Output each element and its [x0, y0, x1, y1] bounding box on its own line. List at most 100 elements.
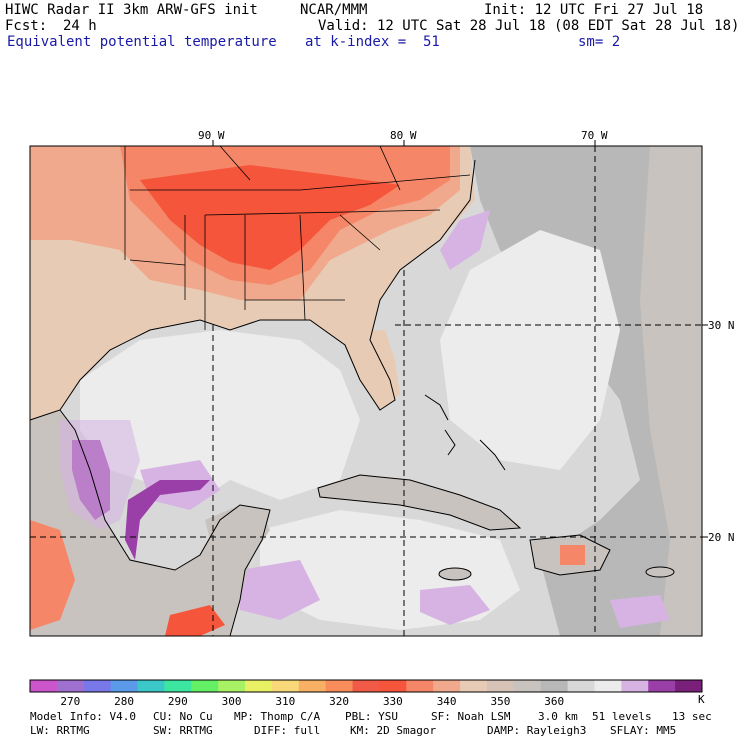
- surface-layer-scheme: SFLAY: MM5: [610, 724, 677, 737]
- damping-setting: DAMP: Rayleigh3: [487, 724, 587, 737]
- jamaica-coastline: [438, 567, 472, 581]
- lon-label-90w: 90 W: [198, 129, 225, 142]
- organization-label: NCAR/MMM: [300, 2, 368, 18]
- colorbar-swatch: [379, 680, 407, 692]
- colorbar-swatch: [164, 680, 192, 692]
- colorbar-swatch: [137, 680, 165, 692]
- shortwave-scheme: SW: RRTMG: [153, 724, 213, 737]
- colorbar-swatch: [110, 680, 139, 692]
- texas-lilac-halo: [60, 420, 140, 530]
- cumulus-scheme: CU: No Cu: [153, 710, 213, 723]
- grid-spacing: 3.0 km: [538, 710, 578, 723]
- lilac-patch-atlantic: [440, 210, 490, 270]
- gulf-coastline: [29, 159, 476, 421]
- lilac-patch-south: [420, 585, 490, 625]
- surface-scheme: SF: Noah LSM: [431, 710, 511, 723]
- jamaica-land: [439, 568, 471, 580]
- diffusion-setting: DIFF: full: [254, 724, 321, 737]
- state-border-13: [379, 145, 401, 191]
- state-borders: [124, 145, 471, 330]
- mexico-warm: [30, 520, 75, 630]
- bahamas-coastline-1: [424, 394, 449, 421]
- colorbar-unit: K: [698, 693, 705, 706]
- state-border-6: [299, 214, 306, 321]
- colorbar-swatch: [540, 680, 569, 692]
- bahamas-coastline-2: [444, 429, 456, 456]
- longwave-scheme: LW: RRTMG: [30, 724, 90, 737]
- state-border-7: [204, 209, 441, 216]
- colorbar-swatch: [594, 680, 622, 692]
- colorbar-swatch: [325, 680, 354, 692]
- smoothing-value: sm= 2: [578, 34, 621, 50]
- lilac-patch-caribbean: [240, 560, 320, 620]
- atlantic-light-region: [440, 230, 620, 470]
- lilac-patch-east: [610, 595, 670, 628]
- colorbar-swatch: [191, 680, 219, 692]
- colorbar-tick-label: 330: [383, 695, 403, 708]
- lat-label-20n: 20 N: [708, 531, 735, 544]
- colorbar-tick-label: 300: [222, 695, 242, 708]
- colorbar-tick-label: 360: [544, 695, 564, 708]
- far-east-tan-region: [640, 146, 702, 636]
- colorbar-tick-label: 270: [60, 695, 80, 708]
- graticule: [30, 146, 702, 636]
- colorbar-swatch: [567, 680, 595, 692]
- colorbar-swatch: [621, 680, 649, 692]
- map-field: [30, 146, 702, 636]
- colorbar-swatch: [218, 680, 246, 692]
- model-info: Model Info: V4.0: [30, 710, 136, 723]
- state-border-9: [129, 259, 186, 266]
- forecast-hour: 24 h: [63, 18, 97, 34]
- colorbar-swatch: [352, 680, 380, 692]
- colorbar-swatch: [83, 680, 112, 692]
- color-bar: 270 280 290 300 310 320 330 340 350 360: [29, 679, 703, 708]
- colorbar-swatch: [675, 680, 703, 692]
- state-border-12: [219, 145, 251, 181]
- coastlines: [29, 159, 675, 637]
- init-time: Init: 12 UTC Fri 27 Jul 18: [484, 2, 704, 18]
- puerto-rico-coastline: [645, 566, 675, 578]
- lon-label-70w: 70 W: [581, 129, 608, 142]
- colorbar-swatch: [486, 680, 515, 692]
- plot-title: HIWC Radar II 3km ARW-GFS init: [5, 2, 258, 18]
- colorbar-tick-label: 310: [275, 695, 295, 708]
- state-border-11: [339, 214, 381, 251]
- colorbar-tick-label: 340: [437, 695, 457, 708]
- colorbar-swatch: [648, 680, 676, 692]
- map-frame: [29, 145, 703, 637]
- florida-land: [355, 330, 400, 405]
- time-step: 13 sec: [672, 710, 712, 723]
- colorbar-swatch: [406, 680, 434, 692]
- colorbar-swatch: [245, 680, 273, 692]
- colorbar-swatch: [460, 680, 488, 692]
- bahamas-coastline-3: [479, 439, 506, 471]
- field-name: Equivalent potential temperature: [7, 34, 277, 50]
- mexico-land: [30, 410, 270, 636]
- colorbar-tick-label: 350: [490, 695, 510, 708]
- frame-ticks: [212, 140, 708, 538]
- vertical-levels: 51 levels: [592, 710, 652, 723]
- hispaniola-warm: [560, 545, 585, 565]
- lat-label-30n: 30 N: [708, 319, 735, 332]
- microphysics-scheme: MP: Thomp C/A: [234, 710, 321, 723]
- hispaniola-coastline: [529, 534, 611, 576]
- pbl-scheme: PBL: YSU: [345, 710, 398, 723]
- mexico-hot-south: [165, 605, 225, 636]
- colorbar-swatch: [30, 680, 58, 692]
- colorbar-swatch: [433, 680, 461, 692]
- colorbar-swatch: [271, 680, 300, 692]
- gulf-light-region: [80, 330, 360, 500]
- colorbar-tick-label: 290: [168, 695, 188, 708]
- colorbar-tick-label: 280: [114, 695, 134, 708]
- colorbar-border: [29, 679, 703, 693]
- valid-time: Valid: 12 UTC Sat 28 Jul 18 (08 EDT Sat …: [318, 18, 740, 34]
- model-level: at k-index = 51: [305, 34, 440, 50]
- cuba-coastline: [317, 474, 522, 531]
- cuba-land: [318, 475, 520, 530]
- puerto-rico-land: [646, 567, 674, 577]
- colorbar-swatch: [513, 680, 542, 692]
- yucatan-land: [205, 505, 270, 550]
- km-setting: KM: 2D Smagor: [350, 724, 437, 737]
- colorbar-swatch: [56, 680, 85, 692]
